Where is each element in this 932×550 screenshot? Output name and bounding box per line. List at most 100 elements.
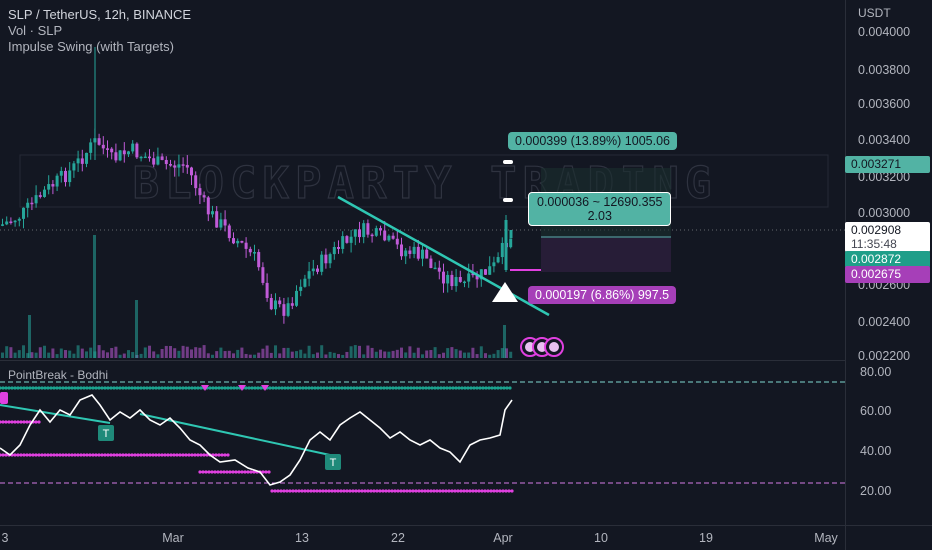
volume-bar bbox=[59, 348, 63, 358]
volume-bar bbox=[454, 349, 458, 358]
candles bbox=[1, 47, 513, 324]
candle-body bbox=[261, 267, 265, 283]
level-dot bbox=[421, 386, 425, 390]
level-dot bbox=[202, 453, 206, 457]
level-dot bbox=[399, 489, 403, 493]
volume-bar bbox=[28, 315, 31, 358]
level-dot bbox=[187, 386, 191, 390]
level-dot bbox=[408, 489, 412, 493]
level-dot bbox=[193, 453, 197, 457]
candle-body bbox=[13, 220, 17, 223]
level-dot bbox=[397, 386, 401, 390]
volume-bar bbox=[173, 348, 177, 358]
candle-body bbox=[236, 240, 240, 244]
volume-bar bbox=[169, 346, 172, 358]
level-dot bbox=[321, 489, 325, 493]
level-dot bbox=[213, 470, 217, 474]
candle-body bbox=[223, 219, 227, 226]
candle-body bbox=[383, 230, 387, 241]
volume-bar bbox=[30, 352, 34, 358]
volume-bar bbox=[152, 351, 156, 358]
level-dot bbox=[318, 489, 322, 493]
level-dot bbox=[300, 489, 304, 493]
indicator-tick-label: 40.00 bbox=[860, 444, 891, 458]
level-dot bbox=[391, 386, 395, 390]
level-dot bbox=[394, 386, 398, 390]
stop-label[interactable]: 0.000197 (6.86%) 997.5 bbox=[528, 286, 677, 304]
volume-bar bbox=[320, 345, 324, 358]
level-dot bbox=[418, 386, 422, 390]
level-dot bbox=[67, 386, 71, 390]
level-dot bbox=[442, 386, 446, 390]
volume-bar bbox=[429, 350, 433, 358]
level-dot bbox=[366, 489, 370, 493]
volume-bar bbox=[13, 352, 17, 358]
volume-legend[interactable]: Vol · SLP bbox=[8, 23, 63, 38]
candle-body bbox=[135, 143, 139, 158]
level-dot bbox=[226, 453, 230, 457]
level-dot bbox=[160, 453, 164, 457]
candle-body bbox=[85, 152, 88, 164]
impulse-legend[interactable]: Impulse Swing (with Targets) bbox=[8, 39, 174, 54]
level-dot bbox=[486, 489, 490, 493]
level-dot bbox=[406, 386, 410, 390]
level-dot bbox=[226, 386, 230, 390]
level-dot bbox=[73, 453, 77, 457]
level-dot bbox=[477, 489, 481, 493]
level-dot bbox=[312, 489, 316, 493]
level-dot bbox=[106, 453, 110, 457]
level-dot bbox=[481, 386, 485, 390]
level-dot bbox=[450, 489, 454, 493]
level-dot bbox=[25, 386, 29, 390]
level-dot bbox=[208, 386, 212, 390]
level-dot bbox=[124, 453, 128, 457]
level-dot bbox=[157, 386, 161, 390]
indicator-tick-label: 60.00 bbox=[860, 404, 891, 418]
level-dot bbox=[91, 453, 95, 457]
middle-label[interactable]: 0.000036 ~ 12690.355 2.03 bbox=[528, 192, 672, 226]
level-dot bbox=[427, 386, 431, 390]
volume-bar bbox=[34, 352, 38, 358]
level-dot bbox=[315, 489, 319, 493]
level-dot bbox=[327, 489, 331, 493]
volume-bar bbox=[408, 346, 412, 358]
candle-body bbox=[160, 156, 164, 160]
level-dot bbox=[268, 386, 272, 390]
level-dot bbox=[181, 453, 185, 457]
level-dot bbox=[10, 420, 14, 424]
level-dot bbox=[73, 386, 77, 390]
volume-bar bbox=[433, 347, 437, 358]
volume-bar bbox=[114, 346, 118, 358]
candle-body bbox=[475, 275, 479, 280]
candle-body bbox=[202, 195, 206, 198]
level-dot bbox=[136, 453, 140, 457]
level-dot bbox=[240, 470, 244, 474]
level-dot bbox=[219, 470, 223, 474]
target-label[interactable]: 0.000399 (13.89%) 1005.06 bbox=[508, 132, 677, 150]
indicator-legend[interactable]: PointBreak - Bodhi bbox=[8, 368, 109, 382]
volume-bar bbox=[484, 353, 487, 358]
level-dot bbox=[235, 386, 239, 390]
level-dot bbox=[94, 386, 98, 390]
volume-bar bbox=[391, 350, 395, 358]
level-dot bbox=[46, 453, 50, 457]
symbol-title[interactable]: SLP / TetherUS, 12h, BINANCE bbox=[8, 7, 192, 22]
candle-body bbox=[118, 150, 122, 161]
level-dot bbox=[40, 453, 44, 457]
level-dot bbox=[31, 453, 35, 457]
trend-badge-box bbox=[98, 425, 114, 441]
level-dot bbox=[0, 453, 2, 457]
volume-bar bbox=[177, 350, 181, 358]
level-dot bbox=[31, 386, 35, 390]
volume-bar bbox=[139, 353, 143, 358]
level-dot bbox=[7, 420, 11, 424]
candle-body bbox=[353, 229, 357, 237]
level-dot bbox=[319, 386, 323, 390]
volume-bar bbox=[286, 347, 290, 358]
level-dot bbox=[403, 386, 407, 390]
level-dot bbox=[333, 489, 337, 493]
level-dot bbox=[250, 386, 254, 390]
level-dot bbox=[148, 386, 152, 390]
level-dot bbox=[331, 386, 335, 390]
